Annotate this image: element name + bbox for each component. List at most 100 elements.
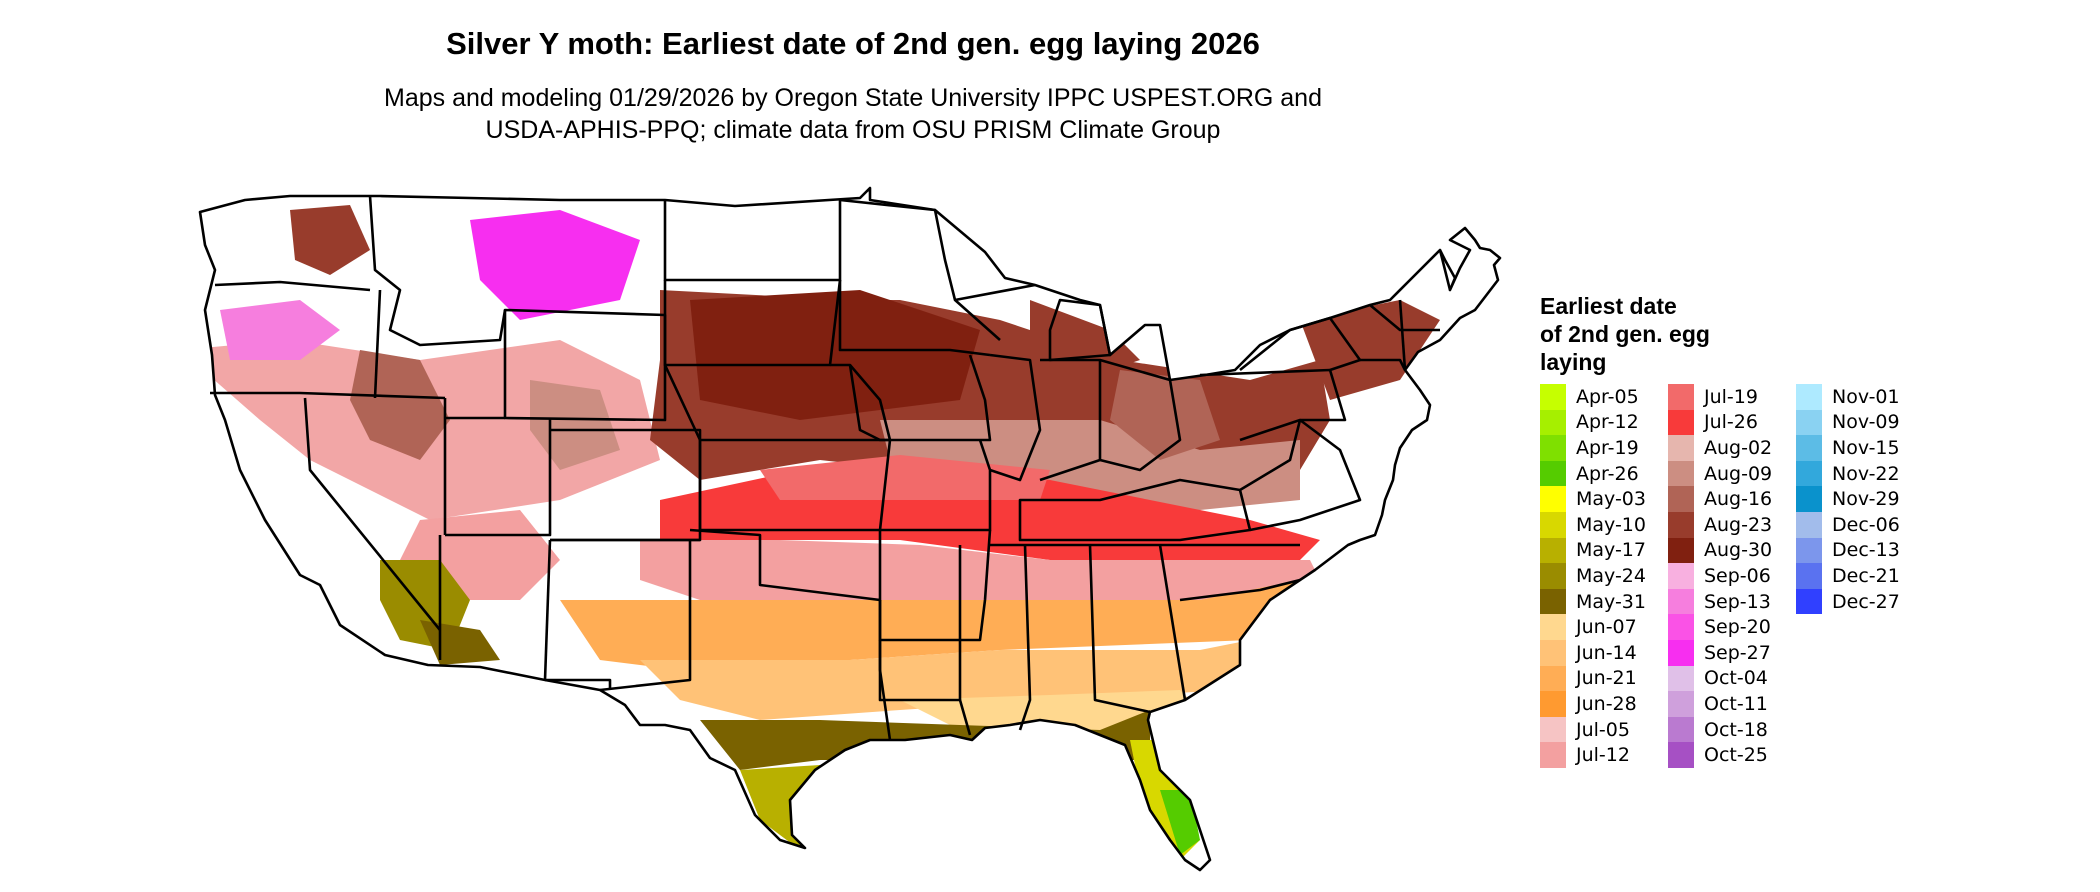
legend-label: Oct-04 bbox=[1704, 667, 1768, 690]
legend-item: May-17 bbox=[1540, 537, 1668, 564]
legend-label: Apr-05 bbox=[1576, 385, 1639, 408]
legend-swatch bbox=[1540, 563, 1566, 589]
legend-item: May-31 bbox=[1540, 588, 1668, 615]
legend-column-1: Apr-05 Apr-12 Apr-19 Apr-26 May-03 May-10 May-… bbox=[1540, 384, 1668, 768]
subtitle-line-1: Maps and modeling 01/29/2026 by Oregon S… bbox=[384, 84, 1322, 112]
legend-swatch bbox=[1668, 563, 1694, 589]
legend-swatch bbox=[1796, 486, 1822, 512]
legend-swatch bbox=[1540, 716, 1566, 743]
legend-item: May-03 bbox=[1540, 486, 1668, 512]
legend-label: Oct-25 bbox=[1704, 744, 1768, 767]
legend-swatch bbox=[1796, 563, 1822, 589]
legend-label: Oct-11 bbox=[1704, 692, 1768, 715]
legend-title-line-3: laying bbox=[1540, 349, 1607, 375]
legend-item: Jul-26 bbox=[1668, 409, 1796, 436]
legend-swatch bbox=[1540, 614, 1566, 640]
legend-label: Aug-02 bbox=[1704, 436, 1773, 459]
legend-label: Sep-27 bbox=[1704, 641, 1771, 664]
legend-label: Jun-21 bbox=[1576, 667, 1637, 690]
legend-item: Dec-21 bbox=[1796, 563, 1924, 589]
legend-item: Aug-09 bbox=[1668, 460, 1796, 487]
legend-label: May-31 bbox=[1576, 590, 1646, 613]
legend-label: Jul-19 bbox=[1704, 385, 1758, 408]
legend-swatch bbox=[1668, 460, 1694, 487]
legend-item: Jul-19 bbox=[1668, 384, 1796, 410]
legend-label: Sep-06 bbox=[1704, 564, 1771, 587]
legend-label: Jun-14 bbox=[1576, 641, 1637, 664]
legend-label: Dec-06 bbox=[1832, 513, 1900, 536]
legend-swatch bbox=[1796, 511, 1822, 538]
legend-swatch bbox=[1796, 409, 1822, 436]
map-subtitle: Maps and modeling 01/29/2026 by Oregon S… bbox=[0, 82, 1706, 146]
legend-label: Dec-13 bbox=[1832, 539, 1900, 562]
legend-label: May-10 bbox=[1576, 513, 1646, 536]
legend-column-2: Jul-19 Jul-26 Aug-02 Aug-09 Aug-16 Aug-23 Aug-… bbox=[1668, 384, 1796, 768]
legend-item: Jun-07 bbox=[1540, 614, 1668, 640]
legend-swatch bbox=[1668, 639, 1694, 666]
legend-swatch bbox=[1796, 588, 1822, 615]
legend-item: Jun-21 bbox=[1540, 665, 1668, 692]
legend-label: Nov-09 bbox=[1832, 411, 1900, 434]
legend-swatch bbox=[1540, 537, 1566, 564]
legend-label: Nov-15 bbox=[1832, 436, 1900, 459]
legend-columns: Apr-05 Apr-12 Apr-19 Apr-26 May-03 May-10 May-… bbox=[1540, 384, 1924, 768]
legend-label: Aug-16 bbox=[1704, 488, 1773, 511]
legend-swatch bbox=[1540, 460, 1566, 487]
legend-item: Dec-27 bbox=[1796, 588, 1924, 615]
legend-item: Oct-25 bbox=[1668, 742, 1796, 768]
legend-label: Aug-23 bbox=[1704, 513, 1773, 536]
legend-item: Jun-28 bbox=[1540, 691, 1668, 717]
legend-swatch bbox=[1668, 384, 1694, 410]
legend-item: Sep-06 bbox=[1668, 563, 1796, 589]
legend-swatch bbox=[1540, 588, 1566, 615]
legend-label: Dec-21 bbox=[1832, 564, 1900, 587]
legend-item: Apr-12 bbox=[1540, 409, 1668, 436]
legend-item: Dec-13 bbox=[1796, 537, 1924, 564]
legend-label: Jun-07 bbox=[1576, 616, 1637, 639]
legend-label: Jul-12 bbox=[1576, 744, 1630, 767]
legend-swatch bbox=[1796, 460, 1822, 487]
legend-item: Apr-05 bbox=[1540, 384, 1668, 410]
legend-swatch bbox=[1668, 537, 1694, 564]
legend-item: Jun-14 bbox=[1540, 639, 1668, 666]
legend-label: Nov-22 bbox=[1832, 462, 1900, 485]
legend-title-line-1: Earliest date bbox=[1540, 293, 1677, 319]
legend-swatch bbox=[1540, 486, 1566, 512]
legend-label: May-17 bbox=[1576, 539, 1646, 562]
legend-swatch bbox=[1540, 384, 1566, 410]
legend-item: Sep-13 bbox=[1668, 588, 1796, 615]
legend-item: Aug-23 bbox=[1668, 511, 1796, 538]
legend-swatch bbox=[1668, 691, 1694, 717]
legend-item: Nov-09 bbox=[1796, 409, 1924, 436]
legend-item: Nov-15 bbox=[1796, 435, 1924, 461]
legend-column-3: Nov-01 Nov-09 Nov-15 Nov-22 Nov-29 Dec-06 Dec-… bbox=[1796, 384, 1924, 768]
map-legend: Earliest date of 2nd gen. egg laying Apr… bbox=[1540, 292, 1900, 768]
legend-label: May-24 bbox=[1576, 564, 1646, 587]
legend-swatch bbox=[1540, 409, 1566, 436]
legend-label: May-03 bbox=[1576, 488, 1646, 511]
legend-item: Jul-12 bbox=[1540, 742, 1668, 768]
legend-label: Sep-13 bbox=[1704, 590, 1771, 613]
legend-swatch bbox=[1668, 511, 1694, 538]
legend-item: Aug-30 bbox=[1668, 537, 1796, 564]
legend-swatch bbox=[1668, 435, 1694, 461]
legend-swatch bbox=[1668, 742, 1694, 768]
legend-swatch bbox=[1668, 588, 1694, 615]
legend-label: Sep-20 bbox=[1704, 616, 1771, 639]
legend-swatch bbox=[1540, 742, 1566, 768]
legend-item: Nov-22 bbox=[1796, 460, 1924, 487]
legend-label: Jun-28 bbox=[1576, 692, 1637, 715]
legend-swatch bbox=[1540, 435, 1566, 461]
legend-label: Apr-26 bbox=[1576, 462, 1639, 485]
legend-item: Jul-05 bbox=[1540, 716, 1668, 743]
legend-swatch bbox=[1796, 537, 1822, 564]
subtitle-line-2: USDA-APHIS-PPQ; climate data from OSU PR… bbox=[485, 116, 1221, 144]
legend-label: Aug-30 bbox=[1704, 539, 1773, 562]
legend-title-line-2: of 2nd gen. egg bbox=[1540, 321, 1710, 347]
legend-label: Nov-01 bbox=[1832, 385, 1900, 408]
legend-swatch bbox=[1540, 639, 1566, 666]
legend-item: Apr-26 bbox=[1540, 460, 1668, 487]
map-title: Silver Y moth: Earliest date of 2nd gen.… bbox=[446, 26, 1260, 61]
legend-label: Dec-27 bbox=[1832, 590, 1900, 613]
